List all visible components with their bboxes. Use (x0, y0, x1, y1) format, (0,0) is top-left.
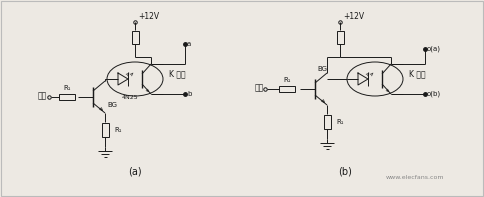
Bar (132, 31, 138, 44)
Bar (279, 86, 295, 92)
Text: +12V: +12V (138, 12, 159, 21)
Text: o(b): o(b) (427, 91, 441, 97)
Bar (59, 94, 75, 100)
Ellipse shape (347, 62, 403, 96)
Text: 4N25: 4N25 (121, 95, 138, 100)
Text: R₁: R₁ (114, 127, 121, 133)
Text: K 常闭: K 常闭 (409, 70, 425, 78)
Text: 输入: 输入 (255, 84, 264, 93)
Text: K 常开: K 常开 (169, 70, 186, 78)
Text: R₁: R₁ (63, 85, 71, 91)
Text: (a): (a) (128, 167, 142, 177)
Text: +12V: +12V (343, 12, 364, 21)
Text: www.elecfans.com: www.elecfans.com (386, 175, 444, 180)
Bar (102, 123, 108, 137)
Text: R₁: R₁ (336, 119, 344, 125)
Text: b: b (187, 91, 191, 97)
Text: a: a (187, 41, 191, 47)
Text: R₁: R₁ (283, 77, 291, 83)
Text: o(a): o(a) (427, 46, 441, 52)
Text: BG: BG (317, 66, 327, 72)
Text: BG: BG (107, 102, 117, 108)
Ellipse shape (107, 62, 163, 96)
Bar (323, 115, 331, 129)
Text: 输入: 输入 (38, 91, 47, 100)
Bar (336, 31, 344, 44)
Text: (b): (b) (338, 167, 352, 177)
